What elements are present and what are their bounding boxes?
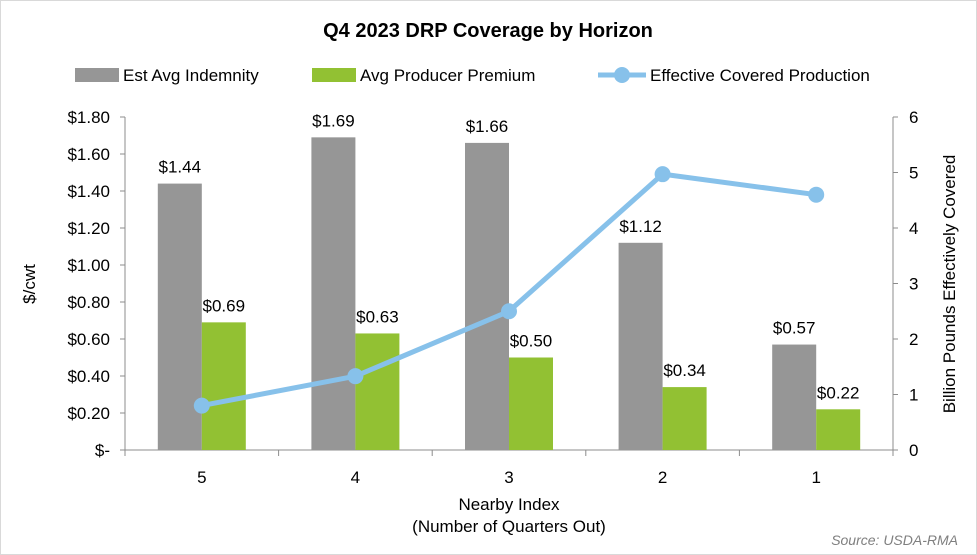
x-tick-label: 2 [658, 468, 667, 487]
bar-avg-producer-premium [355, 333, 400, 450]
bar-avg-producer-premium [816, 409, 861, 450]
legend-label: Est Avg Indemnity [123, 66, 259, 85]
legend-label: Effective Covered Production [650, 66, 870, 85]
x-tick-label: 4 [351, 468, 360, 487]
y-tick-label: $0.80 [67, 293, 110, 312]
line-point [808, 186, 825, 203]
x-tick-label: 5 [197, 468, 206, 487]
y2-tick-label: 4 [909, 219, 918, 238]
legend-swatch [75, 68, 119, 82]
bar-avg-producer-premium [662, 387, 707, 450]
y-tick-label: $1.20 [67, 219, 110, 238]
line-point [193, 397, 210, 414]
y-tick-label: $0.60 [67, 330, 110, 349]
source-note: Source: USDA-RMA [831, 532, 958, 548]
bar-avg-producer-premium [201, 322, 246, 450]
bar-est-avg-indemnity [618, 242, 663, 450]
y2-axis-label: Billion Pounds Effectively Covered [940, 155, 959, 414]
bar-data-label: $1.66 [466, 117, 509, 136]
bar-data-label: $0.69 [203, 296, 246, 315]
line-point [347, 368, 364, 385]
x-tick-label: 3 [504, 468, 513, 487]
y-tick-label: $1.40 [67, 182, 110, 201]
y2-tick-label: 3 [909, 275, 918, 294]
x-tick-label: 1 [811, 468, 820, 487]
bar-data-label: $0.34 [663, 361, 706, 380]
bar-est-avg-indemnity [465, 142, 509, 450]
y-axis-label: $/cwt [20, 264, 39, 304]
y-tick-label: $- [95, 441, 110, 460]
bar-est-avg-indemnity [311, 137, 356, 450]
bar-data-label: $1.69 [312, 111, 355, 130]
bar-data-label: $1.44 [159, 158, 202, 177]
y2-tick-label: 6 [909, 108, 918, 127]
y-tick-label: $0.20 [67, 404, 110, 423]
bar-data-label: $0.50 [510, 332, 553, 351]
axes: $- $0.20 $0.40 $0.60 $0.80 $1.00 $1.20 $1.40 $1.… [67, 108, 918, 487]
y2-tick-label: 0 [909, 441, 918, 460]
y-tick-label: $1.00 [67, 256, 110, 275]
data-labels: $1.44 $1.69 $1.66 $1.12 $0.57 $0.69 $0.63 $0.50… [159, 111, 860, 402]
y2-tick-label: 1 [909, 386, 918, 405]
line-point [501, 303, 517, 320]
bars [157, 137, 861, 450]
legend-label: Avg Producer Premium [360, 66, 535, 85]
legend-swatch [312, 68, 356, 82]
bar-data-label: $0.57 [773, 319, 816, 338]
legend-swatch-marker [614, 67, 630, 83]
bar-data-label: $1.12 [619, 217, 662, 236]
chart-title: Q4 2023 DRP Coverage by Horizon [323, 20, 653, 42]
legend: Est Avg Indemnity Avg Producer Premium Eff… [75, 66, 870, 85]
bar-est-avg-indemnity [772, 344, 817, 450]
bar-data-label: $0.22 [817, 383, 860, 402]
line-point [654, 166, 671, 183]
y-tick-label: $1.80 [67, 108, 110, 127]
y2-tick-label: 2 [909, 330, 918, 349]
x-axis-label-line2: (Number of Quarters Out) [412, 517, 606, 536]
y2-tick-label: 5 [909, 164, 918, 183]
y-tick-label: $0.40 [67, 367, 110, 386]
bar-data-label: $0.63 [356, 307, 399, 326]
line-series [193, 166, 825, 414]
x-axis-label-line1: Nearby Index [458, 495, 560, 514]
bar-avg-producer-premium [509, 357, 553, 450]
y-tick-label: $1.60 [67, 145, 110, 164]
